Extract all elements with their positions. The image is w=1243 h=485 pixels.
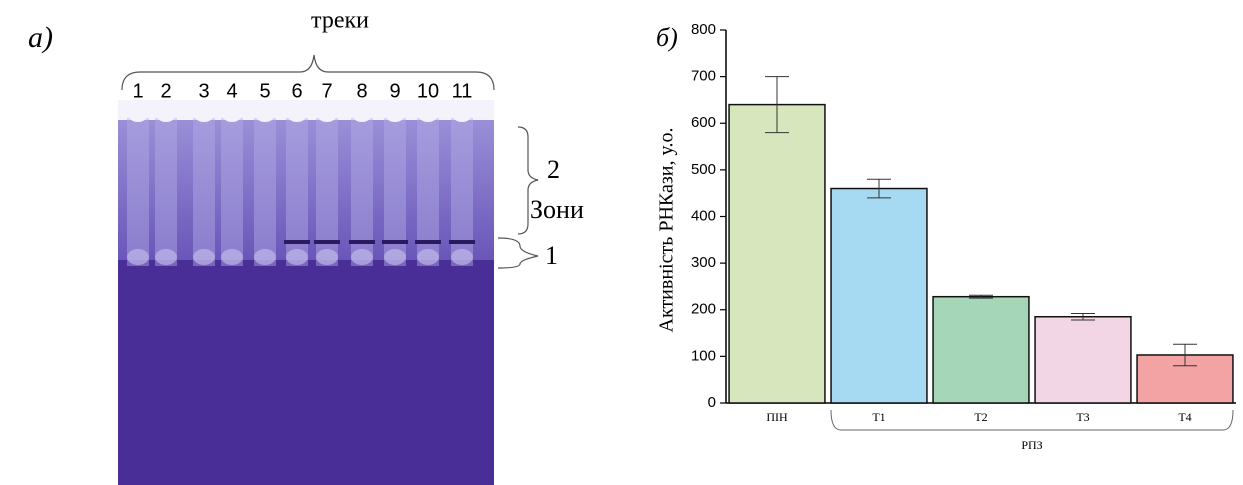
bar bbox=[1035, 317, 1131, 403]
lane-band bbox=[415, 240, 441, 244]
lane-streak bbox=[155, 118, 177, 266]
group-label: РПЗ bbox=[1021, 438, 1042, 452]
lane-spot bbox=[254, 249, 276, 265]
lane-label: 10 bbox=[417, 80, 439, 102]
lane-well bbox=[419, 110, 437, 122]
y-tick-label: 800 bbox=[691, 21, 716, 38]
bar bbox=[729, 105, 825, 403]
top-label: треки bbox=[311, 8, 369, 34]
lane-well bbox=[353, 110, 371, 122]
lane-well bbox=[195, 110, 213, 122]
zone-1-label: 1 bbox=[545, 241, 558, 270]
lane-streak bbox=[127, 118, 149, 266]
lane-label: 2 bbox=[160, 80, 171, 102]
lane-well bbox=[288, 110, 306, 122]
lane-label: 8 bbox=[356, 80, 367, 102]
lane-label: 5 bbox=[259, 80, 270, 102]
group-brace bbox=[831, 410, 1233, 430]
lane-spot bbox=[127, 249, 149, 265]
y-tick-label: 400 bbox=[691, 207, 716, 224]
lane-spot bbox=[316, 249, 338, 265]
lane-label: 3 bbox=[198, 80, 209, 102]
lane-spot bbox=[155, 249, 177, 265]
lane-spot bbox=[451, 249, 473, 265]
bar bbox=[933, 297, 1029, 403]
lane-streak bbox=[254, 118, 276, 266]
lane-well bbox=[453, 110, 471, 122]
lane-streak bbox=[221, 118, 243, 266]
figure: а) треки 1234567891011 2 Зони 1 б) Актив… bbox=[0, 0, 1243, 485]
y-axis-label: Активність РНКази, у.о. bbox=[656, 128, 678, 333]
lane-label: 7 bbox=[321, 80, 332, 102]
panel-label: а) bbox=[28, 21, 53, 54]
y-tick-label: 700 bbox=[691, 68, 716, 85]
lane-band bbox=[449, 240, 475, 244]
bar-chart: б) Активність РНКази, у.о. 0 100 200 300 400… bbox=[656, 21, 1236, 452]
lane-well bbox=[223, 110, 241, 122]
zones-label: Зони bbox=[530, 195, 584, 224]
lane-label: 1 bbox=[132, 80, 143, 102]
lane-spot bbox=[384, 249, 406, 265]
lane-spot bbox=[351, 249, 373, 265]
x-tick-label: Т1 bbox=[872, 410, 885, 424]
lane-label: 9 bbox=[389, 80, 400, 102]
lane-streak bbox=[193, 118, 215, 266]
lane-label: 4 bbox=[226, 80, 237, 102]
lane-band bbox=[284, 240, 310, 244]
y-tick-label: 100 bbox=[691, 347, 716, 364]
zone-2-label: 2 bbox=[547, 155, 560, 184]
lane-spot bbox=[417, 249, 439, 265]
lane-well bbox=[386, 110, 404, 122]
y-tick-label: 600 bbox=[691, 114, 716, 131]
x-tick-label: Т3 bbox=[1076, 410, 1089, 424]
lane-band bbox=[349, 240, 375, 244]
lane-well bbox=[256, 110, 274, 122]
lane-spot bbox=[193, 249, 215, 265]
lane-well bbox=[129, 110, 147, 122]
x-tick-label: Т4 bbox=[1178, 410, 1191, 424]
x-tick-label: ПІН bbox=[766, 410, 788, 424]
lane-band bbox=[382, 240, 408, 244]
panel-label: б) bbox=[656, 23, 678, 52]
lane-spot bbox=[221, 249, 243, 265]
y-tick-label: 0 bbox=[708, 394, 716, 411]
bar bbox=[831, 189, 927, 403]
lane-well bbox=[318, 110, 336, 122]
zone-1-brace bbox=[498, 238, 538, 268]
lane-label: 6 bbox=[291, 80, 302, 102]
y-tick-label: 300 bbox=[691, 254, 716, 271]
lane-label: 11 bbox=[452, 80, 473, 102]
lane-spot bbox=[286, 249, 308, 265]
lane-band bbox=[314, 240, 340, 244]
x-tick-label: Т2 bbox=[974, 410, 987, 424]
y-tick-label: 500 bbox=[691, 161, 716, 178]
lane-well bbox=[157, 110, 175, 122]
y-tick-label: 200 bbox=[691, 301, 716, 318]
